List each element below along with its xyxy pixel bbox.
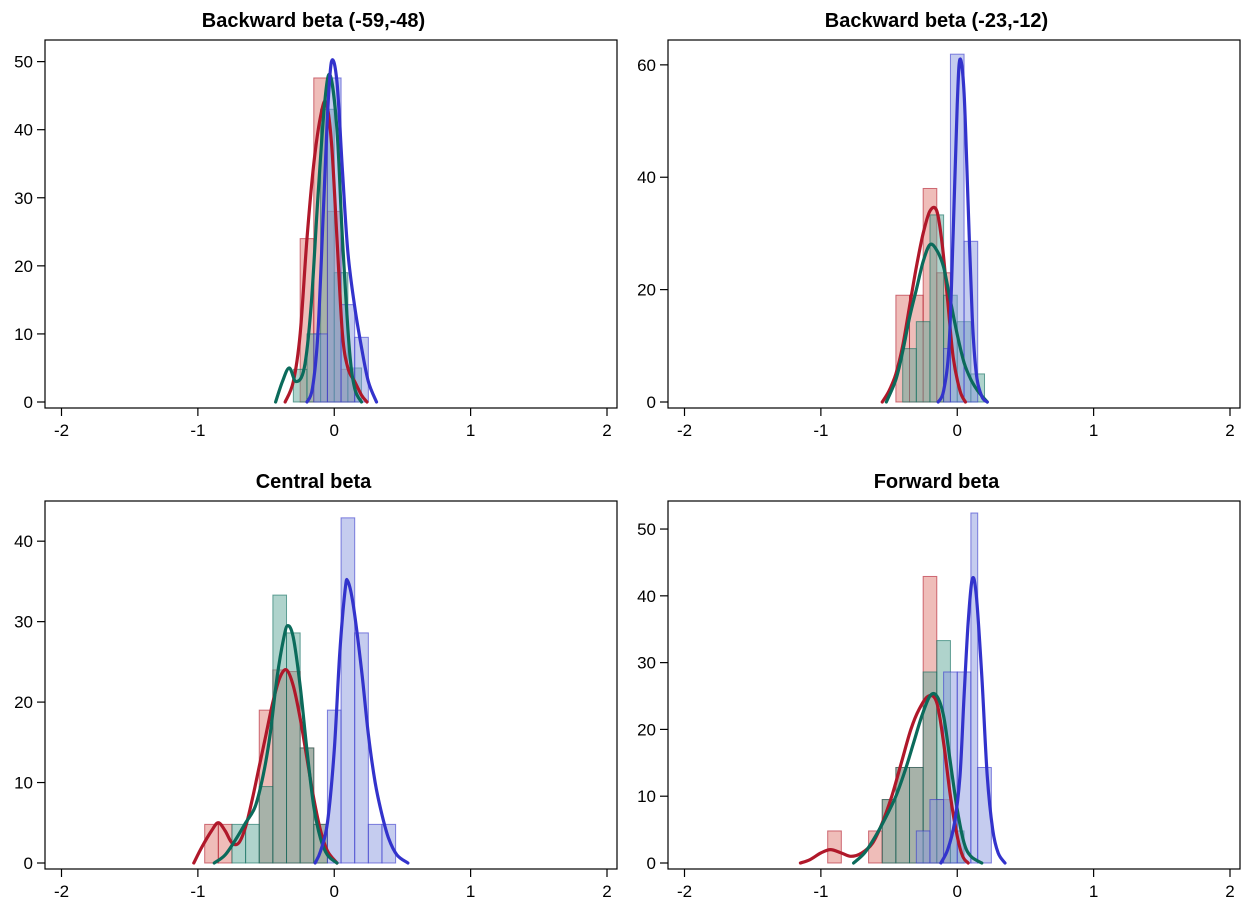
x-tick-label: 1 <box>466 882 475 901</box>
y-tick-label: 50 <box>14 53 33 72</box>
x-tick-label: -2 <box>54 421 69 440</box>
y-tick-label: 30 <box>637 654 656 673</box>
density-curve-blue <box>305 58 379 404</box>
y-tick-label: 40 <box>14 121 33 140</box>
y-tick-label: 30 <box>14 189 33 208</box>
x-tick-label: 1 <box>466 421 475 440</box>
y-tick-label: 20 <box>637 281 656 300</box>
density-curve-blue <box>936 57 989 404</box>
histogram-bar-blue-1 <box>340 517 356 864</box>
plot-marks <box>880 53 989 404</box>
x-tick-label: 1 <box>1089 882 1098 901</box>
chart-title: Forward beta <box>874 471 1000 493</box>
x-tick-label: 1 <box>1089 421 1098 440</box>
y-tick-label: 10 <box>14 325 33 344</box>
histogram-bar-blue-1 <box>929 799 945 864</box>
histogram-bar-green-1 <box>915 321 931 403</box>
density-curve-green <box>274 72 364 404</box>
x-tick-label: 2 <box>1225 882 1234 901</box>
x-tick-label: -1 <box>813 421 828 440</box>
plot-marks <box>192 517 410 865</box>
x-tick-label: -1 <box>813 882 828 901</box>
chart-svg: Backward beta (-59,-48)-2 -1 0 1 20102030405… <box>14 10 618 440</box>
x-tick-label: -1 <box>190 882 205 901</box>
x-tick-label: -1 <box>190 421 205 440</box>
y-tick-label: 10 <box>637 787 656 806</box>
y-tick-label: 0 <box>647 393 656 412</box>
x-tick-label: 0 <box>330 421 339 440</box>
plot-marks <box>798 512 1007 865</box>
x-tick-label: 2 <box>602 421 611 440</box>
y-tick-label: 0 <box>647 854 656 873</box>
histogram-bar-blue-4 <box>381 823 397 864</box>
chart-title: Backward beta (-59,-48) <box>202 10 425 32</box>
density-curve-red <box>798 693 970 865</box>
histogram-bar-blue-0 <box>915 830 931 864</box>
y-tick-label: 20 <box>14 693 33 712</box>
histogram-bar-green-0 <box>902 348 917 403</box>
y-tick-label: 10 <box>14 774 33 793</box>
y-tick-label: 40 <box>14 532 33 551</box>
x-tick-label: 2 <box>602 882 611 901</box>
histogram-bar-red-0 <box>827 830 842 864</box>
x-tick-label: -2 <box>677 882 692 901</box>
y-tick-label: 0 <box>24 854 33 873</box>
x-tick-label: 0 <box>953 421 962 440</box>
y-tick-label: 40 <box>637 587 656 606</box>
x-tick-label: 0 <box>953 882 962 901</box>
y-tick-label: 20 <box>14 257 33 276</box>
plot-marks <box>274 58 379 404</box>
density-curve-green <box>852 691 984 865</box>
x-tick-label: -2 <box>54 882 69 901</box>
density-curve-green <box>212 624 339 865</box>
chart-panel-central-beta: Central beta -2 -1 0 1 2 0 10 20 30 40 <box>0 461 623 922</box>
chart-panel-backward-beta-59-48: Backward beta (-59,-48) -2 -1 0 1 2 0 10 20 30 40 5… <box>0 0 623 461</box>
histogram-bar-green-1 <box>245 823 260 864</box>
chart-title: Central beta <box>256 471 372 493</box>
histogram-bar-blue-3 <box>367 823 383 864</box>
y-tick-label: 0 <box>24 393 33 412</box>
x-tick-label: 2 <box>1225 421 1234 440</box>
y-tick-label: 60 <box>637 56 656 75</box>
x-tick-label: 0 <box>330 882 339 901</box>
y-tick-label: 50 <box>637 520 656 539</box>
histogram-bar-blue-4 <box>970 512 979 864</box>
y-tick-label: 20 <box>637 720 656 739</box>
density-curve-blue <box>313 577 410 865</box>
chart-title: Backward beta (-23,-12) <box>825 10 1048 32</box>
y-tick-label: 30 <box>14 613 33 632</box>
x-tick-label: -2 <box>677 421 692 440</box>
histogram-bar-green-2 <box>258 786 274 864</box>
density-curve-blue <box>939 575 1007 865</box>
chart-panel-forward-beta: Forward beta -2 -1 0 1 2 0 10 20 30 40 50 <box>623 461 1246 922</box>
chart-panel-backward-beta-23-12: Backward beta (-23,-12) -2 -1 0 1 2 0 20 40 60 <box>623 0 1246 461</box>
y-tick-label: 40 <box>637 168 656 187</box>
density-curve-green <box>884 242 989 404</box>
